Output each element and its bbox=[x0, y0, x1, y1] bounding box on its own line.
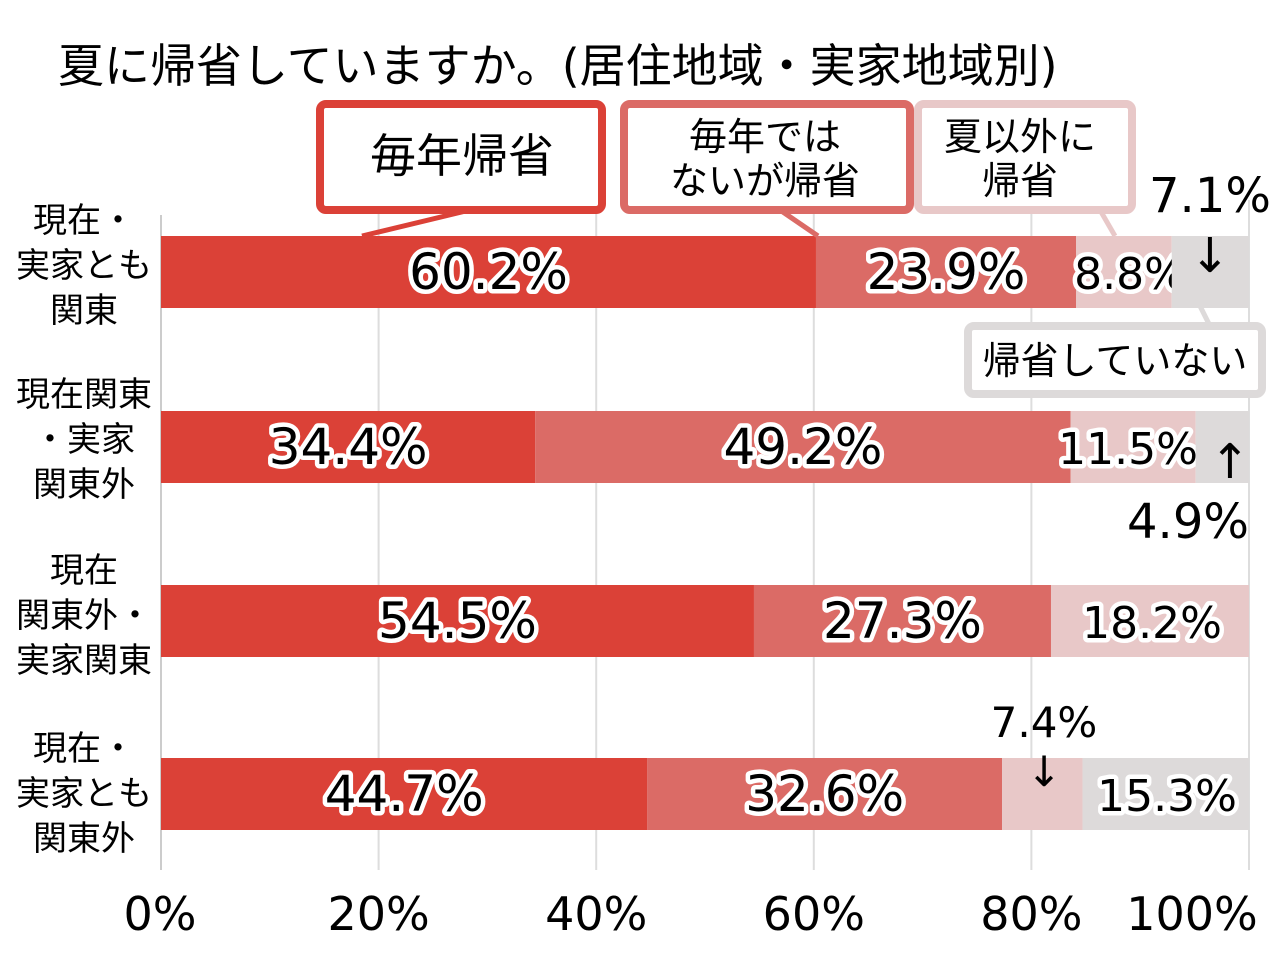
bar-segment bbox=[1082, 758, 1249, 830]
category-label-line: 実家とも bbox=[16, 774, 152, 814]
bar-segment bbox=[647, 758, 1003, 830]
data-label: 54.5% bbox=[378, 592, 537, 650]
bar-segment bbox=[753, 585, 1051, 657]
legend-connector bbox=[778, 207, 820, 239]
data-label: 34.4% bbox=[269, 418, 428, 476]
x-tick-label: 0% bbox=[124, 887, 197, 941]
data-label: 18.2% bbox=[1082, 598, 1222, 649]
data-label: 11.5% bbox=[1058, 424, 1198, 475]
category-label-line: 現在 bbox=[50, 551, 118, 591]
data-label: 32.6% bbox=[745, 765, 904, 823]
arrow-glyph: ↑ bbox=[1210, 434, 1250, 490]
x-tick-label: 40% bbox=[545, 887, 647, 941]
legend-box bbox=[914, 100, 1136, 214]
category-label: 現在関東外・実家関東 bbox=[16, 551, 152, 681]
bar-segment bbox=[161, 236, 816, 308]
x-tick-label: 20% bbox=[327, 887, 429, 941]
bars: 60.2% 23.9% 8.8% 34.4% 49.2% 11.5% 54.5% 27.3% 1… bbox=[161, 236, 1249, 830]
data-label: 49.2% bbox=[723, 418, 882, 476]
bar-segment bbox=[1050, 585, 1249, 657]
legend-box bbox=[316, 100, 606, 214]
category-label-line: 関東外 bbox=[33, 465, 135, 505]
bar-segment bbox=[161, 411, 536, 483]
outside-label: 7.4% bbox=[991, 698, 1098, 747]
legend-label: 帰省していない bbox=[983, 339, 1248, 383]
chart-title: 夏に帰省していますか。(居住地域・実家地域別) bbox=[58, 39, 1058, 93]
legend-box bbox=[620, 100, 914, 214]
legend-box bbox=[964, 322, 1266, 398]
x-tick-label: 60% bbox=[763, 887, 865, 941]
bar-segment bbox=[161, 585, 754, 657]
legend-label: 毎年ではないが帰省 bbox=[670, 115, 860, 203]
legend-label-line: ないが帰省 bbox=[670, 159, 860, 203]
bar-segment bbox=[1070, 411, 1196, 483]
category-label-line: 関東外・ bbox=[16, 596, 152, 636]
x-tick-label: 80% bbox=[980, 887, 1082, 941]
legend-label: 夏以外に帰省 bbox=[944, 115, 1096, 203]
data-label: 8.8% bbox=[1074, 249, 1186, 300]
category-label: 現在関東・実家関東外 bbox=[16, 375, 152, 505]
data-label: 44.7% bbox=[325, 765, 484, 823]
legend-label: 毎年帰省 bbox=[370, 129, 554, 183]
category-label: 現在・実家とも関東 bbox=[16, 201, 152, 331]
data-label: 15.3% bbox=[1097, 771, 1237, 822]
legend-connector bbox=[361, 207, 471, 239]
category-label-line: 実家とも bbox=[16, 246, 152, 286]
bar-segment bbox=[1076, 236, 1172, 308]
legend-label-line: 帰省 bbox=[982, 159, 1058, 203]
category-label-line: 現在・ bbox=[33, 729, 135, 769]
bar-segment bbox=[815, 236, 1077, 308]
outside-label: 7.1% bbox=[1149, 168, 1271, 224]
bar-segment bbox=[535, 411, 1071, 483]
category-label: 現在・実家とも関東外 bbox=[16, 729, 152, 859]
annotations: 7.1%↓↑4.9%7.4%↓ bbox=[991, 168, 1271, 796]
bar-segment bbox=[1171, 236, 1249, 308]
x-tick-labels: 0% 20% 40% 60% 80% 100% bbox=[124, 887, 1258, 941]
category-label-line: 関東外 bbox=[33, 819, 135, 859]
bar-segment bbox=[161, 758, 648, 830]
x-tick-label: 100% bbox=[1126, 887, 1258, 941]
legend-label-line: 毎年帰省 bbox=[370, 129, 554, 183]
category-label-line: 現在関東 bbox=[16, 375, 152, 415]
data-label: 23.9% bbox=[867, 243, 1026, 301]
legend-label-line: 毎年では bbox=[689, 115, 841, 159]
arrow-glyph: ↓ bbox=[1026, 747, 1061, 796]
data-label: 27.3% bbox=[823, 592, 982, 650]
legend-connector bbox=[1097, 208, 1118, 238]
category-label-line: 実家関東 bbox=[16, 641, 152, 681]
legend-label-line: 帰省していない bbox=[983, 339, 1248, 383]
arrow-glyph: ↓ bbox=[1190, 228, 1230, 284]
category-label-line: 関東 bbox=[50, 291, 118, 331]
bar-segment bbox=[1002, 758, 1083, 830]
data-label: 60.2% bbox=[409, 243, 568, 301]
bar-segment bbox=[1195, 411, 1249, 483]
legend-label-line: 夏以外に bbox=[944, 115, 1096, 159]
category-label-line: ・実家 bbox=[33, 420, 135, 460]
category-label-line: 現在・ bbox=[33, 201, 135, 241]
outside-label: 4.9% bbox=[1127, 494, 1249, 550]
